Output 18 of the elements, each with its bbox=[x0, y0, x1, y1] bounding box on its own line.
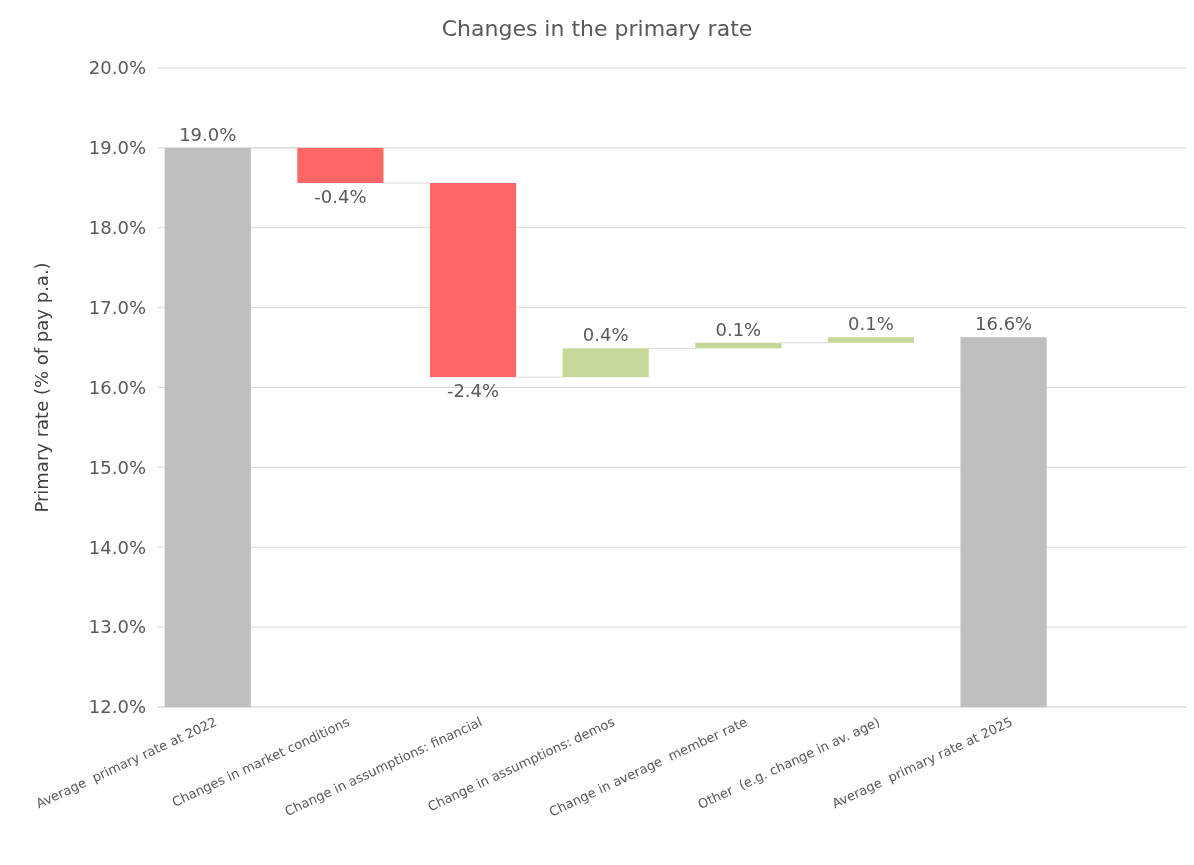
y-tick-label: 12.0% bbox=[88, 696, 146, 718]
chart-title: Changes in the primary rate bbox=[441, 16, 753, 41]
y-tick-label: 17.0% bbox=[88, 296, 146, 318]
y-tick-label: 19.0% bbox=[88, 137, 146, 159]
y-tick-label: 14.0% bbox=[88, 536, 146, 558]
data-label: 19.0% bbox=[179, 123, 237, 145]
y-tick-label: 20.0% bbox=[88, 57, 146, 79]
data-label: -2.4% bbox=[446, 380, 500, 402]
y-tick-label: 15.0% bbox=[88, 456, 146, 478]
data-label: -0.4% bbox=[314, 186, 367, 208]
data-label: 0.4% bbox=[582, 324, 629, 346]
y-axis-title: Primary rate (% of pay p.a.) bbox=[31, 262, 52, 513]
data-label: 16.6% bbox=[975, 313, 1033, 335]
y-tick-label: 13.0% bbox=[88, 616, 146, 638]
y-tick-label: 16.0% bbox=[88, 376, 146, 398]
data-label: 0.1% bbox=[715, 318, 762, 340]
data-label: 0.1% bbox=[848, 313, 894, 335]
y-tick-label: 18.0% bbox=[88, 217, 146, 239]
